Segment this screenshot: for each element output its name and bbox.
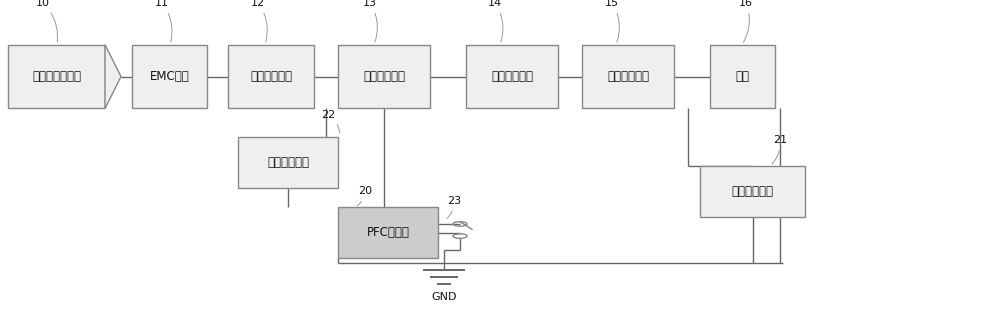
Text: 第二整流电路: 第二整流电路 xyxy=(250,70,292,83)
Bar xyxy=(338,45,430,108)
Bar xyxy=(710,45,775,108)
Text: 23: 23 xyxy=(447,196,461,218)
Text: 负载: 负载 xyxy=(735,70,750,83)
Text: 11: 11 xyxy=(155,0,172,42)
Text: 电容储能电路: 电容储能电路 xyxy=(607,70,649,83)
Text: 16: 16 xyxy=(739,0,753,42)
Bar xyxy=(228,45,314,108)
Text: EMC电路: EMC电路 xyxy=(150,70,189,83)
Text: 第三分压电路: 第三分压电路 xyxy=(267,156,309,169)
Text: PFC控制器: PFC控制器 xyxy=(367,226,409,239)
Bar xyxy=(8,45,105,108)
Bar xyxy=(582,45,674,108)
Polygon shape xyxy=(105,45,121,108)
Text: 14: 14 xyxy=(488,0,503,42)
Text: 13: 13 xyxy=(363,0,377,42)
Text: 交流电源输出端: 交流电源输出端 xyxy=(32,70,81,83)
Text: 15: 15 xyxy=(605,0,619,42)
Bar xyxy=(132,45,207,108)
Text: GND: GND xyxy=(431,292,457,302)
Text: 第三整流电路: 第三整流电路 xyxy=(491,70,533,83)
Text: 22: 22 xyxy=(321,110,340,133)
Text: 电感储能电路: 电感储能电路 xyxy=(363,70,405,83)
Text: 第一分压电路: 第一分压电路 xyxy=(732,185,774,198)
Text: 10: 10 xyxy=(36,0,58,42)
Bar xyxy=(338,207,438,258)
Bar xyxy=(700,166,805,217)
Text: 20: 20 xyxy=(357,186,372,206)
Text: 12: 12 xyxy=(251,0,267,42)
Text: 21: 21 xyxy=(772,135,787,164)
Bar xyxy=(238,137,338,188)
Bar xyxy=(466,45,558,108)
